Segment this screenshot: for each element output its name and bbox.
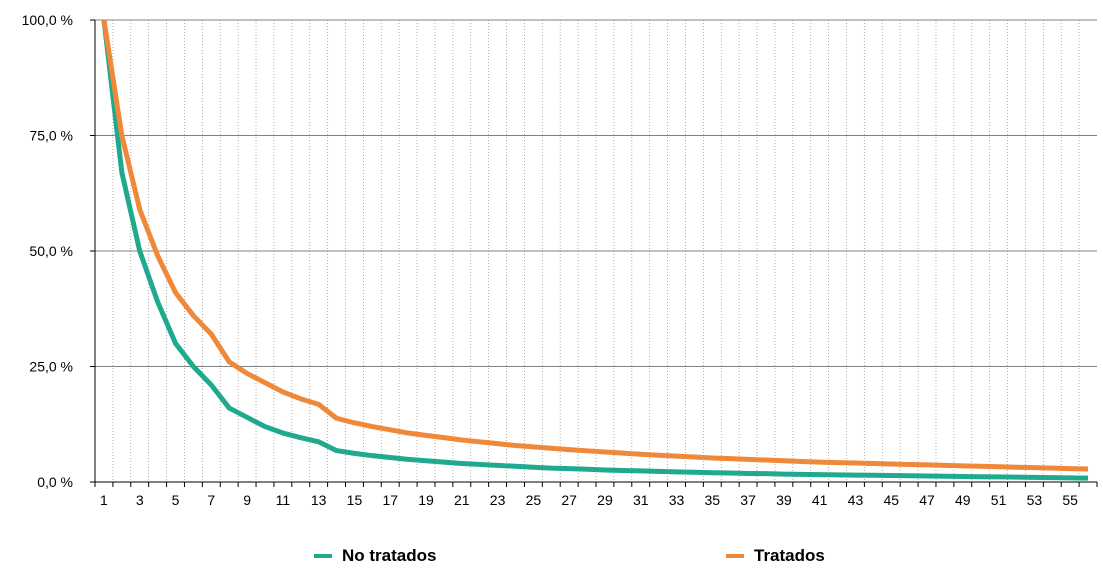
x-tick-label: 53 [1027, 492, 1043, 508]
y-tick-label: 100,0 % [22, 12, 73, 28]
series-line-no-tratados [101, 19, 1089, 481]
x-tick-label: 19 [418, 492, 434, 508]
x-tick-label: 17 [382, 492, 398, 508]
x-tick-label: 11 [276, 492, 291, 508]
x-tick-label: 3 [136, 492, 144, 508]
x-tick-label: 21 [454, 492, 470, 508]
legend-label-tratados: Tratados [754, 546, 825, 565]
x-tick-label: 47 [919, 492, 935, 508]
legend-swatch-tratados [726, 554, 744, 558]
x-tick-label: 45 [883, 492, 899, 508]
series-line-tratados [101, 19, 1089, 472]
x-tick-label: 43 [848, 492, 864, 508]
y-tick-labels: 0,0 % 25,0 % 50,0 % 75,0 % 100,0 % [22, 12, 73, 490]
axes [90, 19, 1098, 487]
y-tick-label: 75,0 % [29, 128, 73, 144]
x-tick-label: 35 [705, 492, 721, 508]
y-tick-label: 50,0 % [29, 243, 73, 259]
x-tick-label: 27 [561, 492, 577, 508]
x-tick-label: 41 [812, 492, 828, 508]
x-tick-label: 15 [347, 492, 363, 508]
x-tick-labels: 1 3 5 7 9 11 13 15 17 19 21 23 25 27 29 31 33 35 37 39 41 43 4… [100, 492, 1078, 508]
y-tick-label: 0,0 % [37, 474, 73, 490]
legend-swatch-no-tratados [314, 554, 332, 558]
y-tick-label: 25,0 % [29, 359, 73, 375]
x-tick-label: 23 [490, 492, 506, 508]
x-tick-label: 39 [776, 492, 792, 508]
x-tick-label: 55 [1062, 492, 1078, 508]
x-tick-label: 7 [207, 492, 215, 508]
major-gridlines [95, 19, 1097, 367]
x-tick-label: 1 [100, 492, 108, 508]
x-tick-label: 29 [597, 492, 613, 508]
x-tick-label: 25 [526, 492, 542, 508]
x-tick-label: 5 [172, 492, 180, 508]
x-tick-label: 51 [991, 492, 1007, 508]
x-tick-label: 49 [955, 492, 971, 508]
legend-label-no-tratados: No tratados [342, 546, 437, 565]
x-tick-label: 37 [740, 492, 756, 508]
legend-item-no-tratados: No tratados [314, 546, 436, 566]
x-tick-label: 31 [633, 492, 649, 508]
legend-item-tratados: Tratados [726, 546, 825, 566]
x-tick-label: 13 [311, 492, 327, 508]
x-tick-label: 9 [243, 492, 251, 508]
series-lines [101, 19, 1089, 481]
line-chart: 0,0 %25,0 %50,0 %75,0 %100,0 % 1 3 5 7 9 11 13… [22, 12, 1098, 508]
x-tick-label: 33 [669, 492, 685, 508]
